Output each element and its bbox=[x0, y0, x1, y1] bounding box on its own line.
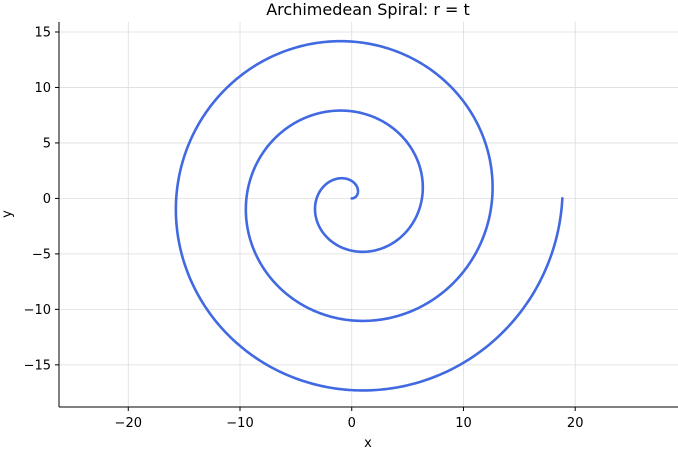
spiral-line bbox=[174, 39, 564, 392]
series-layer bbox=[174, 39, 564, 392]
x-tick-label: 20 bbox=[567, 416, 584, 431]
y-tick-label: −5 bbox=[32, 247, 51, 262]
x-tick-label: 10 bbox=[455, 416, 472, 431]
x-tick-label: −10 bbox=[226, 416, 253, 431]
y-axis-label: y bbox=[0, 210, 15, 218]
x-tick-label: 0 bbox=[348, 416, 356, 431]
y-tick-label: 15 bbox=[34, 25, 51, 40]
y-tick-label: 5 bbox=[43, 136, 51, 151]
chart-title: Archimedean Spiral: r = t bbox=[266, 0, 470, 19]
x-axis-label: x bbox=[364, 436, 372, 450]
y-tick-label: −15 bbox=[24, 358, 51, 373]
grid bbox=[59, 22, 678, 407]
y-tick-label: 10 bbox=[34, 81, 51, 96]
y-tick-label: 0 bbox=[43, 192, 51, 207]
ticks: −20 −10 0 10 20 −15 −10 −5 0 5 10 15 bbox=[24, 25, 584, 431]
axes bbox=[58, 22, 678, 408]
x-tick-label: −20 bbox=[115, 416, 142, 431]
y-tick-label: −10 bbox=[24, 303, 51, 318]
